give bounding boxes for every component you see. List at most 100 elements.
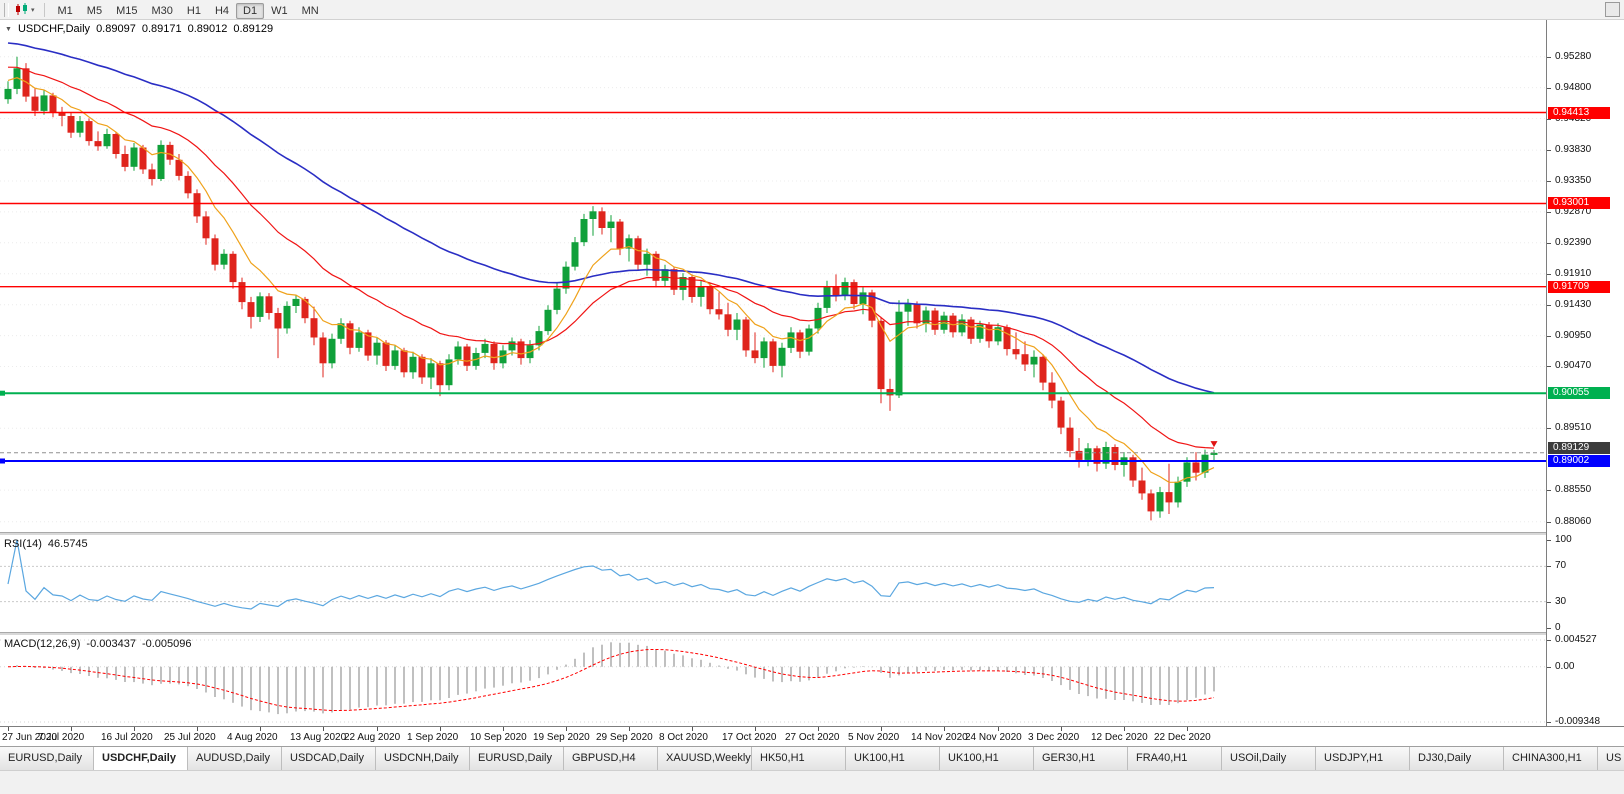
price-axis[interactable]: 0.952800.948000.943200.938300.933500.928…	[1546, 20, 1624, 727]
chart-tab-usdcad-daily[interactable]: USDCAD,Daily	[282, 747, 376, 770]
date-tick-label: 24 Nov 2020	[965, 732, 1022, 743]
date-tick-label: 22 Dec 2020	[1154, 732, 1211, 743]
support-line-blue-price-label: 0.89002	[1548, 455, 1610, 467]
ohlc-low-value: 0.89012	[187, 23, 228, 35]
rsi-level-lines	[0, 565, 1546, 603]
chart-tab-usdcnh-daily[interactable]: USDCNH,Daily	[376, 747, 470, 770]
price-tick-label: 0.90470	[1555, 360, 1592, 371]
candles	[4, 56, 1218, 521]
date-tick-label: 16 Jul 2020	[101, 732, 153, 743]
chart-window: ▼ USDCHF,Daily 0.89097 0.89171 0.89012 0…	[0, 20, 1624, 746]
price-tick-label: 0.88060	[1555, 516, 1592, 527]
resistance-line-2-price-label: 0.93001	[1548, 197, 1610, 209]
chart-tab-audusd-daily[interactable]: AUDUSD,Daily	[188, 747, 282, 770]
timeframe-button-d1[interactable]: D1	[236, 2, 265, 19]
rsi-tick-label: 0	[1555, 622, 1561, 633]
chart-tab-uk100-h1[interactable]: UK100,H1	[940, 747, 1034, 770]
date-tick-label: 25 Jul 2020	[164, 732, 216, 743]
price-tick-label: 0.93830	[1555, 144, 1592, 155]
timeframe-button-m15[interactable]: M15	[116, 4, 138, 17]
date-tick-label: 4 Aug 2020	[227, 732, 278, 743]
pane-separator[interactable]	[0, 632, 1624, 636]
price-tick-label: 0.95280	[1555, 51, 1592, 62]
timeframe-button-m1[interactable]: M1	[57, 4, 73, 17]
support-line-green-price-label: 0.90055	[1548, 387, 1610, 399]
timeframe-button-w1[interactable]: W1	[271, 4, 288, 17]
timeframe-button-m30[interactable]: M30	[151, 4, 173, 17]
ma-fast-line	[7, 77, 1215, 483]
rsi-tick-label: 100	[1555, 534, 1572, 545]
price-tick-label: 0.92390	[1555, 237, 1592, 248]
macd-tick-label: 0.00	[1555, 661, 1575, 672]
candlestick-chart-icon[interactable]	[14, 3, 29, 16]
date-tick-label: 13 Aug 2020	[290, 732, 347, 743]
price-chart-canvas[interactable]	[0, 20, 1546, 532]
chart-tab-fra40-h1[interactable]: FRA40,H1	[1128, 747, 1222, 770]
date-tick-label: 17 Oct 2020	[722, 732, 777, 743]
ohlc-open-value: 0.89097	[96, 23, 136, 35]
date-tick-label: 22 Aug 2020	[344, 732, 401, 743]
macd-grid	[0, 639, 1546, 723]
chart-type-dropdown-caret-icon[interactable]: ▾	[31, 6, 35, 14]
rsi-chart-canvas[interactable]	[0, 536, 1546, 632]
rsi-indicator-label: RSI(14) 46.5745	[4, 538, 88, 550]
rsi-value: 46.5745	[47, 538, 88, 550]
chart-title-caret-icon[interactable]: ▼	[5, 25, 12, 33]
toolbar-separator	[43, 2, 45, 17]
ohlc-close-value: 0.89129	[233, 23, 274, 35]
price-tick-label: 0.91910	[1555, 268, 1592, 279]
timeframe-button-h4[interactable]: H4	[214, 4, 230, 17]
rsi-tick-label: 70	[1555, 560, 1567, 571]
support-line-blue-handle[interactable]	[0, 458, 5, 464]
macd-signal-value: -0.005096	[141, 638, 192, 650]
pane-separator[interactable]	[0, 532, 1624, 536]
timeframe-buttons-group: M1 M5 M15 M30 H1 H4 D1 W1 MN	[51, 1, 326, 19]
date-tick-label: 10 Sep 2020	[470, 732, 527, 743]
chart-tab-eurusd-daily[interactable]: EURUSD,Daily	[470, 747, 564, 770]
date-tick-label: 27 Oct 2020	[785, 732, 840, 743]
toolbar-grip-handle[interactable]	[4, 2, 9, 17]
grid	[0, 56, 1546, 523]
date-tick-label: 3 Dec 2020	[1028, 732, 1080, 743]
date-tick-label: 27 Jun 2020	[2, 732, 58, 743]
ohlc-high-value: 0.89171	[141, 23, 182, 35]
price-tick-label: 0.91430	[1555, 299, 1592, 310]
price-tick-label: 0.92870	[1555, 206, 1592, 217]
chart-tab-ger30-h1[interactable]: GER30,H1	[1034, 747, 1128, 770]
timeframe-toolbar: ▾ M1 M5 M15 M30 H1 H4 D1 W1 MN	[0, 0, 1624, 20]
macd-histogram	[16, 642, 1215, 715]
chart-tab-hk50-h1[interactable]: HK50,H1	[752, 747, 846, 770]
bottom-strip	[0, 770, 1624, 794]
chart-tab-usdjpy-h1[interactable]: USDJPY,H1	[1316, 747, 1410, 770]
support-line-green-handle[interactable]	[0, 390, 5, 396]
chart-tab-china300-h1[interactable]: CHINA300,H1	[1504, 747, 1598, 770]
macd-chart-canvas[interactable]	[0, 636, 1546, 726]
timeframe-button-mn[interactable]: MN	[301, 4, 319, 17]
date-tick-label: 8 Oct 2020	[659, 732, 708, 743]
price-tick-label: 0.89510	[1555, 422, 1592, 433]
timeframe-button-h1[interactable]: H1	[186, 4, 201, 17]
macd-tick-label: -0.009348	[1555, 716, 1601, 727]
chart-tab-dj30-daily[interactable]: DJ30,Daily	[1410, 747, 1504, 770]
price-tick-label: 0.90950	[1555, 330, 1592, 341]
date-tick-label: 7 Jul 2020	[38, 732, 85, 743]
resistance-line-1-price-label: 0.94413	[1548, 107, 1610, 119]
chart-tab-uk100-h1[interactable]: UK100,H1	[846, 747, 940, 770]
date-tick-label: 1 Sep 2020	[407, 732, 459, 743]
date-tick-label: 14 Nov 2020	[911, 732, 968, 743]
chart-tab-xauusd-weekly[interactable]: XAUUSD,Weekly	[658, 747, 752, 770]
chart-tab-us[interactable]: US	[1598, 747, 1624, 770]
chart-tab-gbpusd-h4[interactable]: GBPUSD,H4	[564, 747, 658, 770]
rsi-tick-label: 30	[1555, 596, 1567, 607]
chart-tab-usdchf-daily[interactable]: USDCHF,Daily	[94, 747, 188, 770]
last-price-arrow-icon	[1210, 441, 1218, 448]
chart-tab-usoil-daily[interactable]: USOil,Daily	[1222, 747, 1316, 770]
rsi-line	[7, 539, 1215, 610]
chart-tab-eurusd-daily[interactable]: EURUSD,Daily	[0, 747, 94, 770]
timeframe-button-m5[interactable]: M5	[86, 4, 103, 17]
date-axis[interactable]: 27 Jun 2020 7 Jul 2020 16 Jul 2020 25 Jul 2…	[0, 726, 1624, 746]
macd-indicator-label: MACD(12,26,9) -0.003437 -0.005096	[4, 638, 192, 650]
price-tick-label: 0.94800	[1555, 82, 1592, 93]
current-price-label: 0.89129	[1548, 442, 1610, 454]
toolbar-overflow-button[interactable]	[1605, 2, 1620, 17]
